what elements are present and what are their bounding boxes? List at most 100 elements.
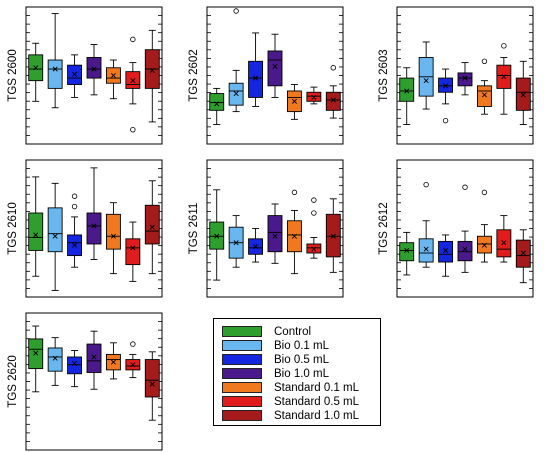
box-iqr <box>325 91 341 111</box>
outlier-point <box>291 189 298 196</box>
mean-marker <box>272 233 278 239</box>
y-axis-label: TGS 2600 <box>7 49 19 101</box>
box-iqr <box>47 59 63 89</box>
box-iqr <box>515 77 531 111</box>
y-axis-label: TGS 2610 <box>7 202 19 254</box>
plot-frame <box>396 159 534 298</box>
box-bio-1-0-ml <box>267 33 283 98</box>
outlier-point <box>233 8 239 14</box>
legend-swatch <box>222 340 262 351</box>
legend-label: Bio 0.1 mL <box>274 339 329 352</box>
panel-1: TGS 2600 <box>7 6 163 145</box>
box-bio-0-5-ml <box>438 234 454 277</box>
mean-marker <box>423 78 429 84</box>
y-axis-label: TGS 2611 <box>188 203 200 255</box>
box-bio-0-5-ml <box>438 68 454 124</box>
box-standard-0-1-ml <box>286 189 302 275</box>
legend-label: Bio 0.5 mL <box>274 353 329 366</box>
mean-marker <box>33 232 39 238</box>
box-bio-1-0-ml <box>457 62 473 96</box>
box-bio-1-0-ml <box>86 330 102 390</box>
mean-marker <box>52 66 58 72</box>
box-iqr <box>399 242 415 262</box>
box-standard-0-5-ml <box>496 43 512 115</box>
legend-item: Bio 0.5 mL <box>222 353 329 366</box>
mean-marker <box>481 92 487 98</box>
box-iqr <box>496 229 512 258</box>
box-standard-0-5-ml <box>125 36 141 133</box>
outlier-point <box>311 197 317 203</box>
mean-marker <box>233 240 239 246</box>
box-iqr <box>325 213 341 258</box>
mean-marker <box>291 98 297 104</box>
legend-item: Standard 1.0 mL <box>222 409 359 422</box>
outlier-point <box>71 193 78 199</box>
box-standard-1-0-ml <box>325 198 341 273</box>
box-standard-1-0-ml <box>144 351 160 421</box>
box-bio-0-5-ml <box>248 228 264 263</box>
box-iqr <box>144 359 160 398</box>
outlier-point <box>423 181 429 188</box>
box-control <box>28 325 44 393</box>
outlier-point <box>501 43 507 49</box>
y-axis-label: TGS 2602 <box>188 49 200 101</box>
box-iqr <box>399 77 415 102</box>
mean-marker <box>520 92 526 98</box>
box-iqr <box>209 221 225 250</box>
outlier-point <box>481 58 488 65</box>
box-control <box>399 231 415 276</box>
mean-marker <box>91 223 97 229</box>
outlier-point <box>130 341 136 347</box>
mean-marker <box>130 362 136 368</box>
y-axis-label: TGS 2620 <box>7 355 19 407</box>
mean-marker <box>462 246 468 252</box>
legend-swatch <box>222 382 262 393</box>
box-bio-0-1-ml <box>418 181 434 268</box>
mean-marker <box>52 233 58 239</box>
box-standard-0-1-ml <box>476 58 492 115</box>
y-axis-label: TGS 2612 <box>378 202 390 254</box>
legend-swatch <box>222 354 262 365</box>
box-bio-1-0-ml <box>457 184 473 273</box>
box-iqr <box>86 212 102 245</box>
outlier-point <box>130 126 136 133</box>
box-iqr <box>438 240 454 263</box>
box-iqr <box>248 60 264 98</box>
mean-marker <box>214 101 220 107</box>
mean-marker <box>443 83 449 89</box>
legend-label: Control <box>274 325 312 338</box>
mean-marker <box>311 94 317 100</box>
box-iqr <box>47 207 63 253</box>
outlier-point <box>481 189 488 196</box>
box-standard-0-5-ml <box>125 221 141 282</box>
legend-swatch <box>222 368 262 379</box>
mean-marker <box>33 350 39 356</box>
legend-item: Standard 0.5 mL <box>222 395 359 408</box>
box-bio-0-1-ml <box>47 337 63 386</box>
panel-2: TGS 2602 <box>188 6 344 145</box>
box-bio-0-1-ml <box>47 182 63 291</box>
outlier-point <box>311 210 317 216</box>
box-standard-0-1-ml <box>105 342 121 380</box>
box-iqr <box>476 235 492 254</box>
box-control <box>209 189 225 281</box>
box-iqr <box>67 356 83 375</box>
box-iqr <box>125 71 141 89</box>
box-iqr <box>86 343 102 373</box>
mean-marker <box>110 233 116 239</box>
outlier-point <box>130 36 136 43</box>
legend-label: Bio 1.0 mL <box>274 367 329 380</box>
box-control <box>209 87 225 125</box>
legend-label: Standard 0.5 mL <box>274 395 360 408</box>
box-iqr <box>438 77 454 93</box>
box-bio-0-5-ml <box>67 350 83 388</box>
box-iqr <box>47 347 63 372</box>
legend-item: Bio 0.1 mL <box>222 339 329 352</box>
box-iqr <box>515 239 531 268</box>
mean-marker <box>130 78 136 84</box>
mean-marker <box>91 66 97 72</box>
box-iqr <box>457 72 473 87</box>
box-iqr <box>125 238 141 266</box>
box-standard-1-0-ml <box>515 229 531 284</box>
